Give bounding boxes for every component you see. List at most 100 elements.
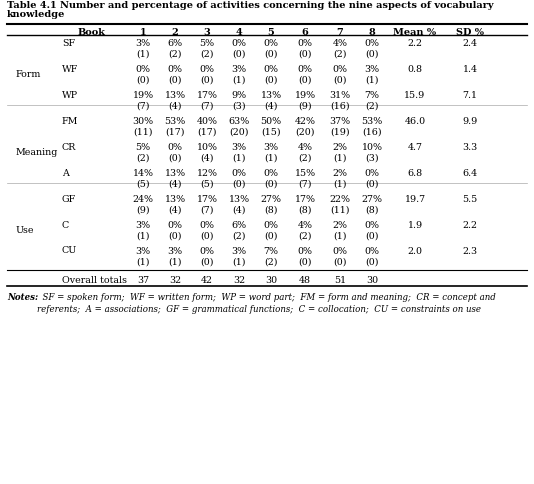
Text: (0): (0): [299, 50, 312, 59]
Text: 63%: 63%: [229, 117, 249, 126]
Text: 1.9: 1.9: [407, 221, 422, 229]
Text: Notes:: Notes:: [7, 292, 38, 302]
Text: (4): (4): [200, 154, 214, 163]
Text: CR: CR: [62, 142, 76, 151]
Text: 0%: 0%: [136, 65, 151, 74]
Text: (0): (0): [365, 231, 379, 241]
Text: 53%: 53%: [164, 117, 186, 126]
Text: 4%: 4%: [297, 143, 312, 151]
Text: 0%: 0%: [263, 221, 279, 229]
Text: (0): (0): [168, 231, 182, 241]
Text: (19): (19): [330, 128, 350, 136]
Text: (3): (3): [365, 154, 379, 163]
Text: (2): (2): [136, 154, 150, 163]
Text: (0): (0): [168, 76, 182, 85]
Text: 12%: 12%: [197, 168, 217, 178]
Text: 6.8: 6.8: [407, 168, 422, 178]
Text: 4: 4: [235, 28, 242, 37]
Text: 13%: 13%: [164, 91, 185, 100]
Text: (4): (4): [168, 206, 182, 214]
Text: 32: 32: [169, 275, 181, 285]
Text: (8): (8): [299, 206, 312, 214]
Text: 14%: 14%: [132, 168, 153, 178]
Text: 37: 37: [137, 275, 149, 285]
Text: WF: WF: [62, 64, 78, 74]
Text: 0%: 0%: [333, 65, 348, 74]
Text: (20): (20): [229, 128, 249, 136]
Text: 32: 32: [233, 275, 245, 285]
Text: 42%: 42%: [294, 117, 316, 126]
Text: C: C: [62, 220, 69, 229]
Text: 2%: 2%: [333, 168, 348, 178]
Text: WP: WP: [62, 91, 78, 99]
Text: 7.1: 7.1: [462, 91, 477, 100]
Text: 5%: 5%: [199, 39, 215, 48]
Text: (2): (2): [299, 231, 312, 241]
Text: 6: 6: [302, 28, 308, 37]
Text: (0): (0): [232, 50, 246, 59]
Text: 3%: 3%: [231, 143, 247, 151]
Text: Form: Form: [16, 70, 41, 79]
Text: 0%: 0%: [200, 246, 215, 256]
Text: 15.9: 15.9: [404, 91, 426, 100]
Text: 0%: 0%: [232, 168, 247, 178]
Text: 5: 5: [268, 28, 274, 37]
Text: 2.4: 2.4: [462, 39, 477, 48]
Text: (0): (0): [365, 50, 379, 59]
Text: 2: 2: [171, 28, 178, 37]
Text: Use: Use: [16, 226, 35, 235]
Text: 13%: 13%: [164, 168, 185, 178]
Text: (0): (0): [136, 76, 150, 85]
Text: 0%: 0%: [297, 246, 312, 256]
Text: 17%: 17%: [197, 195, 217, 204]
Text: 0%: 0%: [333, 246, 348, 256]
Text: (1): (1): [136, 50, 150, 59]
Text: 53%: 53%: [362, 117, 383, 126]
Text: (4): (4): [168, 102, 182, 111]
Text: 3.3: 3.3: [462, 143, 477, 151]
Text: 19.7: 19.7: [404, 195, 426, 204]
Text: 5.5: 5.5: [462, 195, 477, 204]
Text: 0%: 0%: [168, 65, 183, 74]
Text: (0): (0): [365, 257, 379, 267]
Text: 8: 8: [368, 28, 375, 37]
Text: 22%: 22%: [329, 195, 350, 204]
Text: 24%: 24%: [132, 195, 153, 204]
Text: Mean %: Mean %: [394, 28, 437, 37]
Text: Meaning: Meaning: [16, 148, 58, 157]
Text: Table 4.1 Number and percentage of activities concerning the nine aspects of voc: Table 4.1 Number and percentage of activ…: [7, 1, 493, 10]
Text: 2%: 2%: [333, 143, 348, 151]
Text: SD %: SD %: [456, 28, 484, 37]
Text: 0%: 0%: [263, 65, 279, 74]
Text: 3%: 3%: [231, 65, 247, 74]
Text: 6.4: 6.4: [462, 168, 477, 178]
Text: 30: 30: [265, 275, 277, 285]
Text: 2.2: 2.2: [407, 39, 422, 48]
Text: (7): (7): [200, 102, 214, 111]
Text: A: A: [62, 168, 69, 177]
Text: 0%: 0%: [365, 168, 380, 178]
Text: (0): (0): [365, 180, 379, 189]
Text: (0): (0): [299, 257, 312, 267]
Text: 13%: 13%: [229, 195, 249, 204]
Text: 42: 42: [201, 275, 213, 285]
Text: (0): (0): [232, 180, 246, 189]
Text: 10%: 10%: [197, 143, 217, 151]
Text: 15%: 15%: [294, 168, 316, 178]
Text: (17): (17): [165, 128, 185, 136]
Text: (1): (1): [333, 180, 347, 189]
Text: (11): (11): [134, 128, 153, 136]
Text: (16): (16): [330, 102, 350, 111]
Text: (4): (4): [264, 102, 278, 111]
Text: (3): (3): [232, 102, 246, 111]
Text: (0): (0): [168, 154, 182, 163]
Text: 17%: 17%: [197, 91, 217, 100]
Text: (9): (9): [298, 102, 312, 111]
Text: 2.2: 2.2: [462, 221, 477, 229]
Text: 2%: 2%: [333, 221, 348, 229]
Text: 6%: 6%: [168, 39, 183, 48]
Text: 30: 30: [366, 275, 378, 285]
Text: (8): (8): [365, 206, 379, 214]
Text: (1): (1): [232, 154, 246, 163]
Text: CU: CU: [62, 246, 77, 255]
